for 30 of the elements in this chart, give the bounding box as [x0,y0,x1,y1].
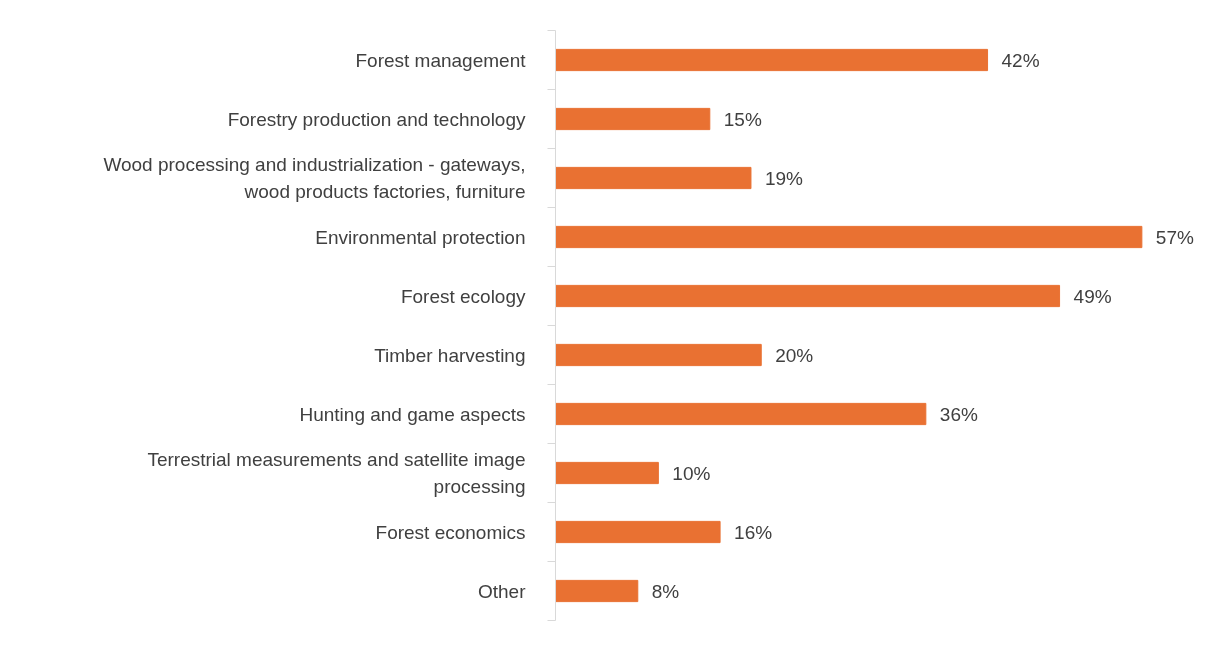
data-label: 16% [734,521,773,543]
y-tick-label: Timber harvesting [374,344,526,366]
y-tick-label: Wood processing and industrialization - gateways, wood products factories, furniture [103,153,526,203]
data-label: 19% [764,167,804,189]
bar [555,579,639,603]
y-tick-label: Hunting and game aspects [299,403,526,425]
y-tick-label: Forest management [355,49,527,71]
bar [555,402,927,426]
data-label: 57% [1155,226,1194,248]
data-label: 20% [775,344,814,366]
bar [555,461,659,485]
bar [555,284,1061,308]
y-tick-label: Terrestrial measurements and satellite image processing [147,448,526,498]
bar [555,107,711,131]
data-label: 8% [651,580,680,602]
bar [555,520,721,544]
y-tick-label: Environmental protection [315,226,526,248]
y-tick-label: Forest economics [375,521,526,543]
bar [555,48,989,72]
data-label: 49% [1073,285,1112,307]
data-label: 42% [1001,49,1040,71]
bar [555,225,1143,249]
y-tick-label: Forest ecology [400,285,526,307]
data-label: 36% [939,403,978,425]
y-tick-label: Other [477,580,527,602]
data-label: 10% [672,462,711,484]
bar [555,166,752,190]
bar [555,343,762,367]
data-label: 15% [723,108,762,130]
y-tick-label: Forestry production and technology [227,108,526,130]
